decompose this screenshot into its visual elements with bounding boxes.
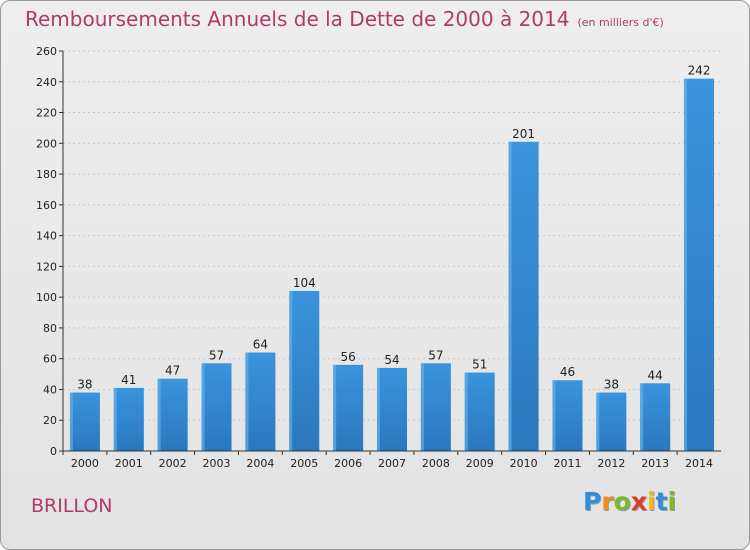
x-tick-label: 2010: [510, 457, 538, 470]
bar-highlight: [508, 141, 512, 451]
bar-highlight: [245, 352, 249, 451]
y-tick-label: 100: [36, 291, 57, 304]
bar: [333, 364, 364, 451]
chart-title: Remboursements Annuels de la Dette de 20…: [25, 7, 664, 31]
logo-letter: r: [601, 487, 614, 516]
x-tick-label: 2004: [246, 457, 274, 470]
bar: [201, 363, 232, 451]
y-tick-label: 80: [43, 322, 57, 335]
y-tick-label: 180: [36, 168, 57, 181]
chart-title-text: Remboursements Annuels de la Dette de 20…: [25, 7, 570, 31]
x-tick-label: 2002: [159, 457, 187, 470]
bar-value-label: 56: [340, 350, 355, 364]
y-tick-label: 220: [36, 107, 57, 120]
bar-highlight: [684, 78, 688, 451]
bar-highlight: [157, 378, 161, 451]
bar-value-label: 57: [209, 348, 224, 362]
logo-letter: x: [630, 487, 647, 516]
x-tick-label: 2013: [641, 457, 669, 470]
bar-highlight: [420, 363, 424, 451]
bar: [377, 367, 407, 451]
logo-letter: o: [613, 487, 631, 516]
y-tick-label: 60: [43, 353, 57, 366]
bar-value-label: 46: [560, 365, 575, 379]
bar-highlight: [552, 380, 556, 451]
x-tick-label: 2001: [115, 457, 143, 470]
x-tick-label: 2003: [203, 457, 231, 470]
bar: [113, 387, 144, 451]
bar-value-label: 104: [293, 276, 316, 290]
y-tick-label: 240: [36, 76, 57, 89]
bar: [245, 352, 276, 451]
bar-highlight: [113, 387, 117, 451]
bar-value-label: 54: [384, 353, 399, 367]
bar: [464, 372, 495, 451]
bar-highlight: [640, 383, 644, 451]
bar-value-label: 51: [472, 358, 487, 372]
bar: [684, 78, 715, 451]
bar-value-label: 41: [121, 373, 136, 387]
bar-highlight: [289, 291, 293, 451]
bar-value-label: 242: [688, 64, 711, 78]
bar: [640, 383, 671, 451]
x-tick-label: 2014: [685, 457, 713, 470]
bar: [596, 392, 627, 451]
bar-value-label: 47: [165, 364, 180, 378]
bar: [157, 378, 188, 451]
y-tick-label: 200: [36, 137, 57, 150]
bar: [69, 392, 100, 451]
proxiti-logo: Proxiti: [583, 487, 676, 516]
y-tick-label: 40: [43, 383, 57, 396]
bar-highlight: [333, 364, 337, 451]
bar-highlight: [596, 392, 600, 451]
logo-letter: P: [583, 487, 602, 516]
bar: [552, 380, 583, 451]
x-tick-label: 2008: [422, 457, 450, 470]
x-tick-label: 2011: [553, 457, 581, 470]
bar-value-label: 64: [253, 338, 268, 352]
logo-letter: t: [655, 487, 668, 516]
x-tick-label: 2012: [597, 457, 625, 470]
bar-value-label: 44: [648, 368, 663, 382]
x-tick-label: 2007: [378, 457, 406, 470]
bar-highlight: [201, 363, 205, 451]
bar: [420, 363, 451, 451]
bar-highlight: [377, 367, 380, 451]
bar-highlight: [464, 372, 468, 451]
y-tick-label: 20: [43, 414, 57, 427]
x-tick-label: 2005: [290, 457, 318, 470]
chart-subtitle: (en milliers d'€): [577, 16, 664, 29]
bar-value-label: 201: [512, 127, 535, 141]
bar-highlight: [69, 392, 73, 451]
commune-name: BRILLON: [31, 495, 113, 517]
bar-value-label: 57: [428, 348, 443, 362]
logo-letter: i: [667, 487, 677, 516]
x-tick-label: 2009: [466, 457, 494, 470]
bar: [289, 291, 320, 451]
y-tick-label: 140: [36, 230, 57, 243]
y-tick-label: 160: [36, 199, 57, 212]
x-tick-label: 2006: [334, 457, 362, 470]
y-tick-label: 120: [36, 260, 57, 273]
bar-value-label: 38: [604, 378, 619, 392]
y-tick-label: 260: [36, 45, 57, 58]
y-tick-label: 0: [50, 445, 57, 458]
bar: [508, 141, 539, 451]
bar-value-label: 38: [77, 378, 92, 392]
logo-letter: i: [647, 487, 656, 516]
x-tick-label: 2000: [71, 457, 99, 470]
